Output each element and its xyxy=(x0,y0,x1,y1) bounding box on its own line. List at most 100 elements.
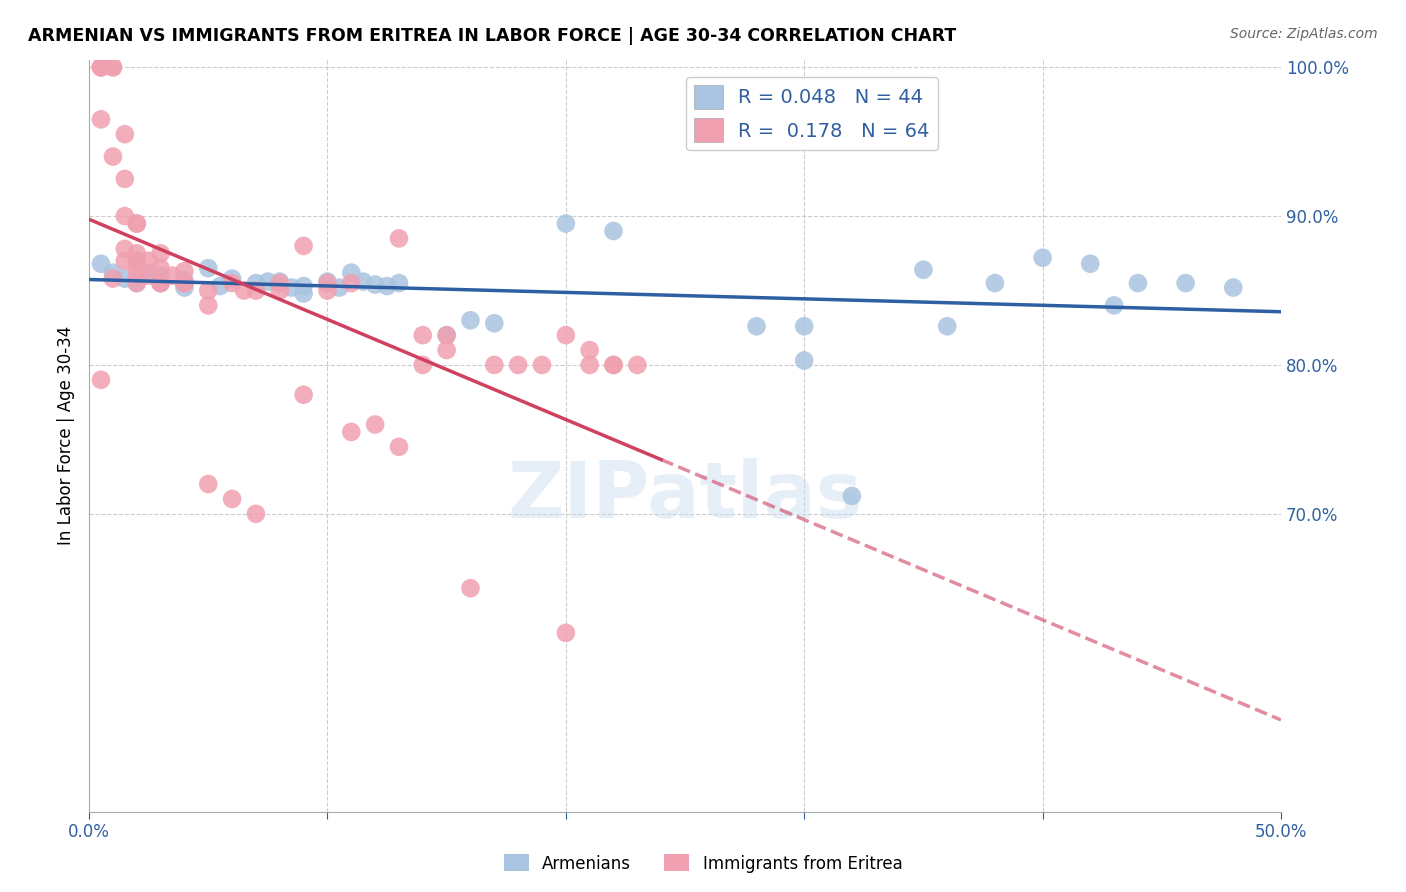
Point xyxy=(1032,251,1054,265)
Point xyxy=(364,277,387,292)
Point xyxy=(292,286,315,301)
Point xyxy=(257,275,280,289)
Point xyxy=(90,373,112,387)
Point xyxy=(292,388,315,402)
Point xyxy=(221,271,243,285)
Point xyxy=(173,276,195,290)
Point xyxy=(90,60,112,74)
Point xyxy=(221,276,243,290)
Point xyxy=(173,276,195,290)
Point xyxy=(1102,298,1125,312)
Point xyxy=(530,358,553,372)
Point xyxy=(269,276,291,290)
Point xyxy=(138,268,160,283)
Point xyxy=(364,417,387,432)
Point xyxy=(101,60,124,74)
Point xyxy=(221,491,243,506)
Point xyxy=(149,276,172,290)
Point xyxy=(602,358,624,372)
Point xyxy=(149,246,172,260)
Point xyxy=(793,353,815,368)
Point xyxy=(269,284,291,298)
Point xyxy=(626,358,648,372)
Point xyxy=(233,284,256,298)
Point xyxy=(352,275,374,289)
Point xyxy=(114,209,136,223)
Point xyxy=(90,60,112,74)
Point xyxy=(340,266,363,280)
Point xyxy=(340,276,363,290)
Point xyxy=(197,261,219,276)
Point xyxy=(125,261,148,276)
Point xyxy=(125,217,148,231)
Legend: Armenians, Immigrants from Eritrea: Armenians, Immigrants from Eritrea xyxy=(496,847,910,880)
Point xyxy=(412,358,434,372)
Point xyxy=(125,217,148,231)
Point xyxy=(90,112,112,127)
Y-axis label: In Labor Force | Age 30-34: In Labor Force | Age 30-34 xyxy=(58,326,75,545)
Point xyxy=(114,253,136,268)
Point xyxy=(149,276,172,290)
Point xyxy=(149,261,172,276)
Point xyxy=(209,279,232,293)
Point xyxy=(162,268,184,283)
Point xyxy=(101,271,124,285)
Point xyxy=(138,253,160,268)
Point xyxy=(245,276,267,290)
Point xyxy=(101,266,124,280)
Text: ZIPatlas: ZIPatlas xyxy=(508,458,862,533)
Point xyxy=(602,358,624,372)
Point xyxy=(460,581,482,595)
Point xyxy=(292,239,315,253)
Point xyxy=(125,253,148,268)
Point xyxy=(412,328,434,343)
Point xyxy=(197,298,219,312)
Point xyxy=(460,313,482,327)
Point xyxy=(578,358,600,372)
Point xyxy=(554,217,576,231)
Text: ARMENIAN VS IMMIGRANTS FROM ERITREA IN LABOR FORCE | AGE 30-34 CORRELATION CHART: ARMENIAN VS IMMIGRANTS FROM ERITREA IN L… xyxy=(28,27,956,45)
Point xyxy=(508,358,530,372)
Point xyxy=(388,440,411,454)
Point xyxy=(197,477,219,491)
Point xyxy=(173,280,195,294)
Point xyxy=(1222,280,1244,294)
Point xyxy=(1126,276,1149,290)
Point xyxy=(436,328,458,343)
Point xyxy=(841,489,863,503)
Point xyxy=(90,60,112,74)
Point xyxy=(388,231,411,245)
Point xyxy=(554,626,576,640)
Legend: R = 0.048   N = 44, R =  0.178   N = 64: R = 0.048 N = 44, R = 0.178 N = 64 xyxy=(686,77,938,150)
Point xyxy=(793,319,815,334)
Point xyxy=(602,224,624,238)
Point xyxy=(245,284,267,298)
Point xyxy=(125,276,148,290)
Point xyxy=(125,268,148,283)
Point xyxy=(292,279,315,293)
Point xyxy=(375,279,398,293)
Point xyxy=(114,127,136,141)
Point xyxy=(1174,276,1197,290)
Point xyxy=(245,507,267,521)
Point xyxy=(340,425,363,439)
Point xyxy=(745,319,768,334)
Point xyxy=(114,172,136,186)
Point xyxy=(484,358,506,372)
Text: Source: ZipAtlas.com: Source: ZipAtlas.com xyxy=(1230,27,1378,41)
Point xyxy=(984,276,1007,290)
Point xyxy=(578,343,600,357)
Point xyxy=(149,276,172,290)
Point xyxy=(125,246,148,260)
Point xyxy=(125,253,148,268)
Point xyxy=(912,262,935,277)
Point xyxy=(114,242,136,256)
Point xyxy=(280,280,302,294)
Point xyxy=(114,271,136,285)
Point xyxy=(436,343,458,357)
Point xyxy=(90,257,112,271)
Point xyxy=(388,276,411,290)
Point xyxy=(197,284,219,298)
Point xyxy=(936,319,959,334)
Point xyxy=(316,275,339,289)
